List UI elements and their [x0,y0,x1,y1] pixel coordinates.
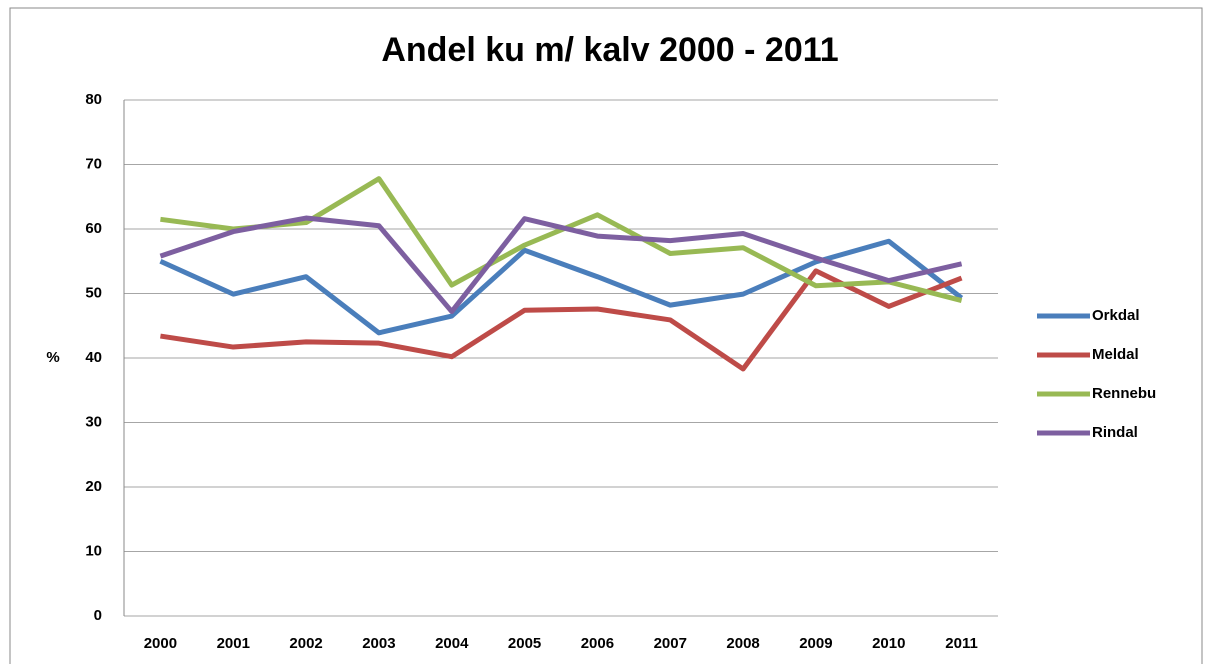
x-tick-label: 2001 [217,635,250,652]
x-tick-label: 2011 [945,635,978,652]
legend-label: Rindal [1092,424,1138,441]
legend-label: Meldal [1092,346,1139,363]
y-tick-label: 60 [85,220,102,237]
legend-label: Orkdal [1092,307,1140,324]
x-tick-label: 2010 [872,635,905,652]
series-line [160,268,963,372]
x-tick-label: 2006 [581,635,614,652]
x-tick-label: 2003 [362,635,395,652]
series-line [160,176,963,304]
x-tick-label: 2008 [726,635,759,652]
legend-label: Rennebu [1092,385,1156,402]
y-tick-label: 80 [85,91,102,108]
chart-title: Andel ku m/ kalv 2000 - 2011 [381,31,838,69]
y-tick-label: 30 [85,413,102,430]
x-tick-label: 2009 [799,635,832,652]
chart-frame [9,7,1203,669]
y-tick-label: 10 [85,542,102,559]
y-tick-label: 50 [85,284,102,301]
y-tick-label: 20 [85,478,102,495]
x-tick-label: 2004 [435,635,469,652]
x-tick-label: 2002 [289,635,322,652]
y-tick-label: 70 [85,155,102,172]
x-tick-label: 2000 [144,635,177,652]
x-tick-label: 2005 [508,635,541,652]
y-tick-label: 40 [85,349,102,366]
x-tick-label: 2007 [654,635,687,652]
y-axis-label: % [46,349,59,366]
series-line [159,215,963,315]
y-tick-label: 0 [94,607,102,624]
series-line [159,238,964,336]
